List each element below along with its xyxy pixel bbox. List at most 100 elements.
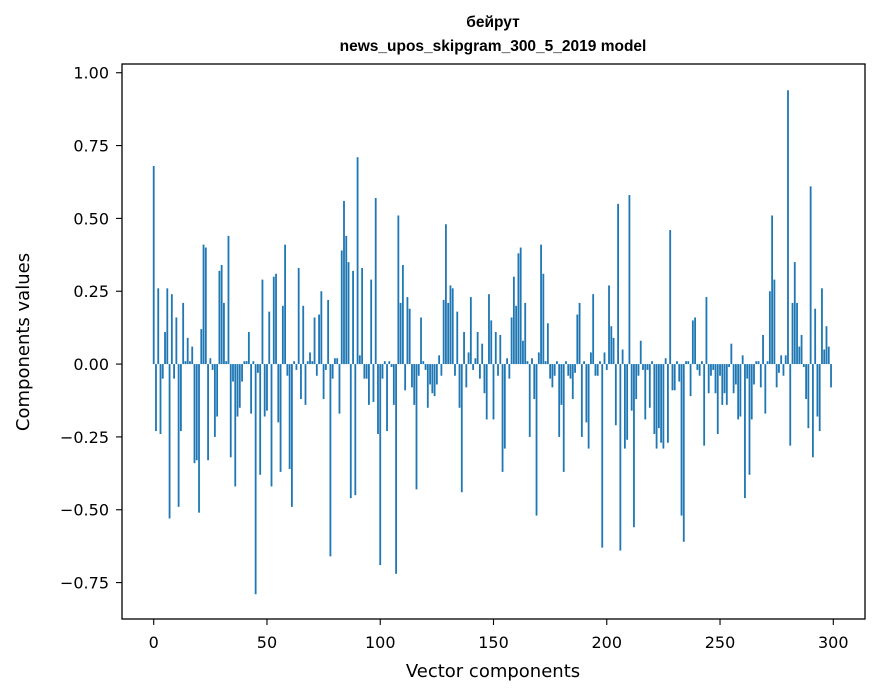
bar-112 — [406, 297, 409, 365]
x-tick-label-200: 200 — [591, 633, 622, 652]
bar-130 — [447, 302, 450, 365]
bar-208 — [623, 364, 626, 449]
bar-41 — [245, 361, 248, 365]
bar-295 — [821, 288, 823, 365]
bar-264 — [750, 364, 753, 420]
bar-19 — [195, 364, 198, 461]
bar-268 — [759, 364, 762, 388]
bar-129 — [445, 224, 447, 365]
bar-37 — [236, 364, 239, 417]
bar-24 — [207, 364, 209, 461]
bar-235 — [685, 361, 687, 365]
bar-6 — [166, 288, 169, 365]
bar-252 — [723, 364, 726, 394]
bar-291 — [811, 364, 814, 458]
bar-28 — [216, 364, 219, 417]
bar-32 — [225, 361, 228, 365]
bar-144 — [479, 364, 481, 379]
bar-174 — [546, 323, 549, 365]
bar-128 — [442, 299, 445, 365]
bar-177 — [553, 364, 556, 376]
bar-10 — [175, 317, 178, 365]
bar-270 — [764, 364, 767, 414]
bar-261 — [744, 364, 746, 499]
bar-119 — [422, 361, 425, 365]
bar-67 — [304, 364, 307, 405]
bar-98 — [374, 198, 377, 365]
bar-249 — [716, 364, 719, 434]
bar-244 — [705, 297, 708, 365]
bar-209 — [626, 364, 629, 440]
bar-154 — [501, 364, 504, 472]
bar-122 — [429, 364, 431, 385]
bar-14 — [184, 361, 187, 365]
bar-134 — [456, 311, 459, 365]
bar-289 — [807, 364, 810, 429]
bar-190 — [583, 361, 586, 365]
bar-87 — [349, 364, 352, 499]
bar-60 — [288, 364, 291, 469]
bar-136 — [460, 364, 463, 493]
bar-167 — [531, 358, 533, 365]
bar-201 — [608, 285, 610, 365]
y-tick-label-2: −0.25 — [60, 428, 109, 447]
bar-156 — [506, 358, 508, 365]
bar-165 — [526, 361, 529, 365]
bar-180 — [560, 364, 563, 405]
bar-181 — [562, 364, 565, 472]
bar-1 — [155, 364, 157, 432]
y-tick-label-0: −0.75 — [60, 574, 109, 593]
bar-150 — [492, 364, 495, 420]
bar-203 — [612, 337, 615, 365]
bar-123 — [431, 364, 434, 394]
bar-296 — [823, 349, 826, 365]
bar-132 — [451, 288, 454, 365]
bar-279 — [784, 355, 787, 365]
bar-94 — [365, 364, 368, 379]
bar-151 — [494, 332, 497, 365]
bar-105 — [390, 364, 393, 367]
bar-294 — [818, 364, 821, 432]
bar-231 — [676, 361, 678, 365]
bar-11 — [177, 364, 180, 507]
bar-263 — [748, 364, 751, 475]
bar-142 — [474, 358, 477, 365]
bar-108 — [397, 215, 400, 365]
bar-147 — [485, 364, 488, 420]
bar-182 — [565, 361, 567, 365]
bar-256 — [732, 364, 735, 394]
bar-133 — [454, 364, 456, 376]
bar-65 — [300, 364, 302, 400]
bar-111 — [404, 364, 407, 391]
bar-59 — [286, 364, 289, 376]
bar-120 — [424, 364, 427, 370]
bar-169 — [535, 364, 538, 516]
y-axis-ticks: −0.75 −0.50 −0.25 0.00 0.25 0.50 0.75 1.00 — [60, 64, 122, 593]
bar-283 — [793, 262, 796, 365]
bar-262 — [746, 364, 749, 379]
bar-27 — [213, 364, 216, 437]
bar-155 — [503, 364, 506, 449]
bar-89 — [354, 364, 357, 496]
bar-248 — [714, 364, 717, 394]
bar-77 — [327, 299, 330, 365]
bar-246 — [710, 364, 712, 376]
chart-title: бейрут — [466, 14, 520, 31]
bar-17 — [191, 346, 194, 365]
bar-221 — [653, 364, 656, 434]
bar-140 — [469, 297, 472, 365]
y-tick-label-1: −0.50 — [60, 501, 109, 520]
bar-25 — [209, 358, 212, 365]
bar-179 — [558, 364, 561, 437]
bar-152 — [497, 364, 499, 376]
bar-298 — [827, 346, 830, 365]
bar-0 — [152, 165, 155, 365]
bar-116 — [415, 364, 418, 490]
bar-38 — [238, 364, 241, 408]
bar-265 — [753, 364, 755, 385]
bar-212 — [633, 364, 635, 528]
bar-278 — [782, 364, 785, 376]
bar-86 — [347, 262, 350, 365]
bar-171 — [540, 244, 542, 365]
bar-100 — [379, 364, 382, 566]
